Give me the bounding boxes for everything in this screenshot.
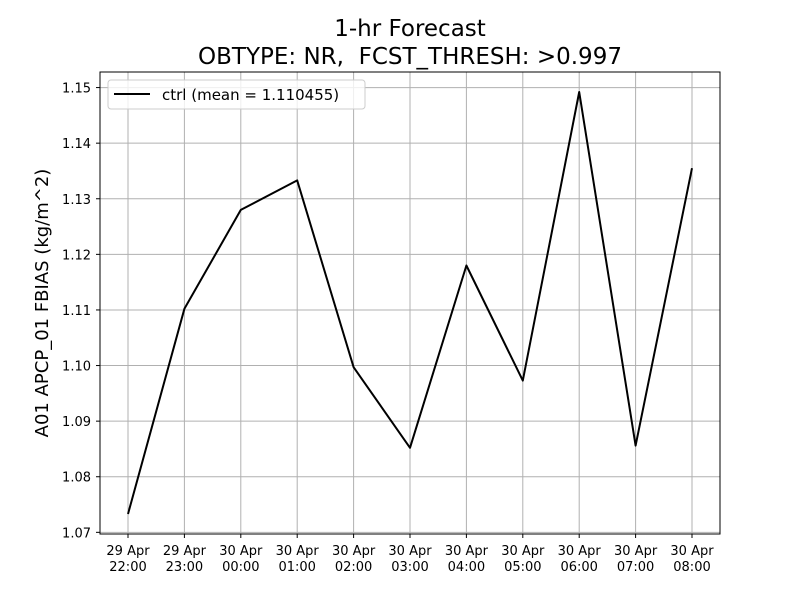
y-tick-label: 1.12 <box>62 248 91 263</box>
x-tick-label: 30 Apr 01:00 <box>276 544 320 575</box>
x-tick-label: 30 Apr 07:00 <box>614 544 658 575</box>
y-tick-label: 1.13 <box>62 193 91 208</box>
x-tick-label-date: 30 Apr <box>276 544 320 559</box>
x-tick-label-time: 22:00 <box>109 560 146 575</box>
y-axis-label: A01 APCP_01 FBIAS (kg/m^2) <box>32 169 53 438</box>
x-tick-label: 30 Apr 00:00 <box>219 544 263 575</box>
x-tick-label: 30 Apr 06:00 <box>558 544 602 575</box>
x-tick-label-time: 01:00 <box>278 560 315 575</box>
legend-box <box>107 79 366 110</box>
y-tick-label: 1.15 <box>62 82 91 97</box>
x-tick-label: 29 Apr 22:00 <box>106 544 150 575</box>
x-tick-label: 30 Apr 08:00 <box>670 544 714 575</box>
legend: ctrl (mean = 1.110455) <box>107 79 366 110</box>
series-line-ctrl <box>127 91 693 515</box>
series-lines <box>127 91 693 515</box>
x-tick-label-date: 30 Apr <box>614 544 658 559</box>
x-tick-label-date: 30 Apr <box>501 544 545 559</box>
x-tick-label: 30 Apr 02:00 <box>332 544 376 575</box>
x-tick-label-date: 29 Apr <box>106 544 150 559</box>
legend-entry-label: ctrl (mean = 1.110455) <box>162 86 339 104</box>
x-tick-label: 29 Apr 23:00 <box>163 544 207 575</box>
x-tick-label-time: 02:00 <box>335 560 372 575</box>
y-tick-label: 1.08 <box>62 471 91 486</box>
x-tick-label-time: 05:00 <box>504 560 541 575</box>
chart-subtitle: OBTYPE: NR, FCST_THRESH: >0.997 <box>198 44 622 70</box>
chart-title: 1-hr Forecast <box>334 16 486 42</box>
x-tick-label: 30 Apr 03:00 <box>388 544 432 575</box>
x-tick-label-time: 04:00 <box>448 560 485 575</box>
y-tick-label: 1.11 <box>62 304 91 319</box>
y-tick-label: 1.09 <box>62 415 91 430</box>
y-tick-label: 1.10 <box>62 360 91 375</box>
x-tick-label-time: 03:00 <box>391 560 428 575</box>
x-tick-label-time: 08:00 <box>673 560 710 575</box>
x-tick-label-date: 30 Apr <box>388 544 432 559</box>
y-tick-label: 1.14 <box>62 137 91 152</box>
x-tick-label-time: 23:00 <box>166 560 203 575</box>
x-tick-label-date: 30 Apr <box>445 544 489 559</box>
x-tick-label-date: 30 Apr <box>219 544 263 559</box>
x-tick-label: 30 Apr 05:00 <box>501 544 545 575</box>
plot-frame <box>99 71 721 535</box>
x-tick-label-date: 30 Apr <box>670 544 714 559</box>
y-tick-label: 1.07 <box>62 526 91 541</box>
x-tick-label: 30 Apr 04:00 <box>445 544 489 575</box>
x-tick-label-date: 30 Apr <box>558 544 602 559</box>
x-tick-label-date: 29 Apr <box>163 544 207 559</box>
x-tick-label-time: 06:00 <box>560 560 597 575</box>
x-tick-label-time: 00:00 <box>222 560 259 575</box>
grid-lines <box>100 72 720 534</box>
x-tick-label-time: 07:00 <box>617 560 654 575</box>
x-tick-label-date: 30 Apr <box>332 544 376 559</box>
